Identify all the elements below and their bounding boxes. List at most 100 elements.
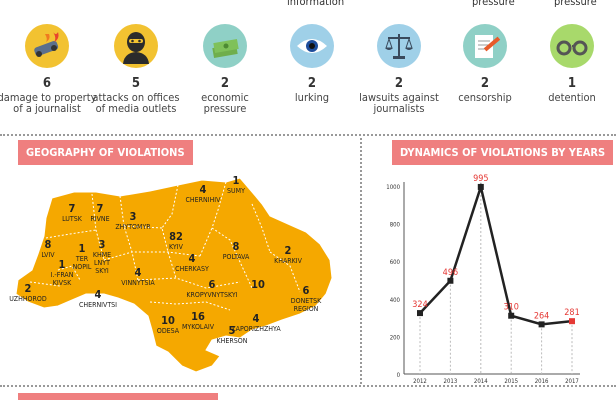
region-count: 4 — [95, 288, 102, 301]
masked-attacker-icon — [114, 24, 158, 68]
region-name: NOPIL — [73, 263, 92, 271]
region-name: TER — [75, 255, 89, 263]
region-count: 2 — [25, 282, 32, 295]
next-section-title-bar — [18, 393, 218, 400]
scales-icon — [377, 24, 421, 68]
region-name: RIVNE — [90, 215, 109, 223]
stat-label: damage to property of a journalist — [0, 91, 97, 115]
stat-count: 2 — [394, 76, 404, 91]
divider-bottom — [0, 385, 616, 387]
stat-count: 2 — [307, 76, 317, 91]
data-point — [477, 183, 484, 190]
region-count: 6 — [303, 284, 310, 297]
y-tick-label: 1000 — [386, 184, 400, 191]
burning-car-icon — [25, 24, 69, 68]
region-count: 10 — [161, 314, 175, 327]
data-label: 310 — [503, 303, 518, 313]
handcuffs-icon — [550, 24, 594, 68]
region-count: 4 — [253, 312, 260, 325]
region-count: 16 — [191, 310, 205, 323]
data-label: 324 — [412, 300, 427, 310]
data-point — [569, 318, 575, 325]
region-name: UZHHOROD — [9, 295, 47, 303]
series-line — [419, 182, 573, 326]
region-name: ZHYTOMYR — [115, 223, 151, 231]
divider-top — [0, 134, 616, 136]
region-count: 6 — [209, 278, 216, 291]
pencil-document-icon — [463, 24, 507, 68]
x-tick-label: 2014 — [474, 378, 488, 385]
money-stack-icon — [203, 24, 247, 68]
geography-title: GEOGRAPHY OF VIOLATIONS — [18, 140, 193, 165]
stat-lurking: 2 lurking — [252, 77, 372, 103]
region-name: LUTSK — [62, 215, 83, 223]
data-point — [447, 277, 454, 284]
stat-count: 2 — [220, 76, 230, 91]
dynamics-line-chart: 324 496 995 310 264 281 0 200 400 600 800 1000 2012… — [386, 174, 580, 385]
region-name: ODESA — [157, 327, 180, 335]
region-count: 8 — [233, 240, 240, 253]
ukraine-outline — [15, 177, 333, 373]
region-count: 7 — [97, 202, 104, 215]
region-count: 3 — [99, 238, 106, 251]
stat-label: censorship — [458, 91, 512, 104]
stat-label: attacks on offices of media outlets — [92, 91, 180, 115]
y-tick-label: 800 — [390, 222, 401, 229]
region-name: KYIV — [169, 243, 184, 251]
region-count: 3 — [130, 210, 137, 223]
region-count: 8 — [45, 238, 52, 251]
cut-off-label-pressure-2: pressure — [554, 0, 597, 8]
region-name: REGION — [294, 305, 319, 313]
region-count: 10 — [251, 278, 265, 291]
region-count: 7 — [69, 202, 76, 215]
region-count: 1 — [59, 258, 66, 271]
region-count: 2 — [285, 244, 292, 257]
cut-off-label-information: information — [287, 0, 345, 8]
region-name: KIVSK — [53, 279, 72, 287]
region-name: LVIV — [41, 251, 55, 259]
region-name: KHERSON — [217, 337, 248, 345]
divider-vertical — [360, 138, 362, 384]
data-point — [538, 321, 545, 328]
stat-label: detention — [548, 91, 596, 104]
y-tick-label: 600 — [390, 259, 401, 266]
stat-damage-to-property: 6 damage to property of a journalist — [0, 77, 107, 114]
data-label: 264 — [534, 311, 549, 321]
data-label: 281 — [564, 308, 579, 318]
region-name: I.-FRAN — [51, 271, 74, 279]
stat-count: 2 — [480, 76, 490, 91]
data-point — [417, 310, 423, 317]
y-tick-label: 200 — [390, 334, 401, 341]
region-count: 4 — [189, 252, 196, 265]
stat-count: 1 — [567, 76, 577, 91]
stat-count: 5 — [131, 76, 141, 91]
region-count: 5 — [229, 324, 236, 337]
stat-lawsuits: 2 lawsuits against journalists — [339, 77, 459, 114]
stat-attacks-on-offices: 5 attacks on offices of media outlets — [76, 77, 196, 114]
region-count: 4 — [135, 266, 142, 279]
region-name: MYKOLAIV — [182, 323, 215, 331]
x-tick-label: 2013 — [444, 378, 458, 385]
data-label: 995 — [473, 174, 488, 184]
region-name: CHERKASY — [175, 265, 209, 273]
region-name: CHERNIHIV — [186, 196, 222, 204]
data-point — [508, 312, 515, 319]
x-tick-label: 2016 — [535, 378, 549, 385]
